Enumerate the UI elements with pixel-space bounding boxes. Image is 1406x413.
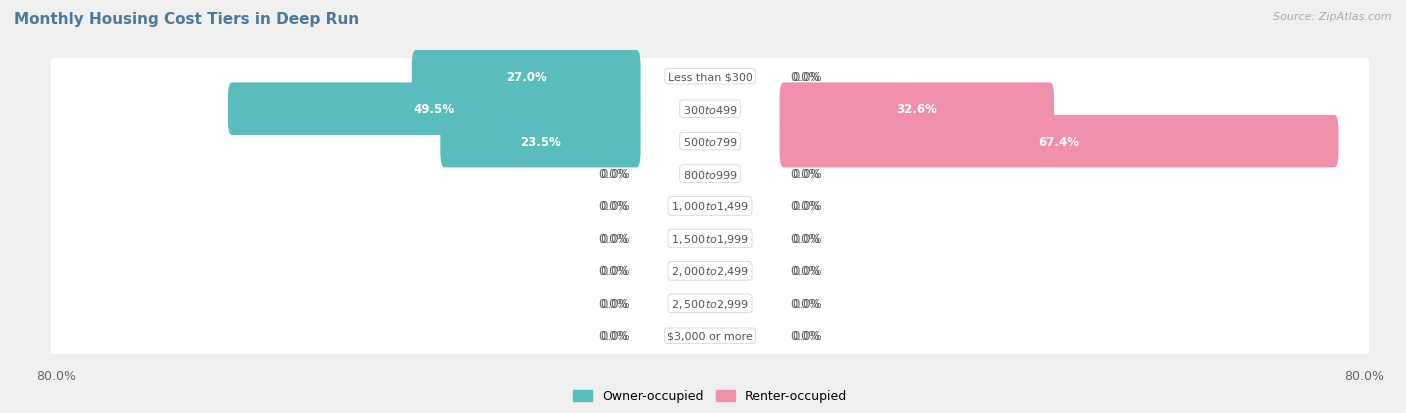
Text: 27.0%: 27.0% [506, 71, 547, 83]
Text: 0.0%: 0.0% [792, 168, 821, 180]
FancyBboxPatch shape [51, 253, 1369, 290]
Text: 0.0%: 0.0% [599, 330, 628, 342]
Text: 0.0%: 0.0% [600, 265, 630, 278]
Legend: Owner-occupied, Renter-occupied: Owner-occupied, Renter-occupied [568, 385, 852, 408]
FancyBboxPatch shape [51, 285, 1369, 322]
FancyBboxPatch shape [412, 51, 641, 103]
Text: 0.0%: 0.0% [599, 265, 628, 278]
FancyBboxPatch shape [51, 123, 1369, 160]
Text: 0.0%: 0.0% [790, 330, 820, 342]
Text: 0.0%: 0.0% [599, 168, 628, 180]
Text: $300 to $499: $300 to $499 [682, 103, 738, 115]
FancyBboxPatch shape [779, 83, 1054, 135]
Text: 0.0%: 0.0% [600, 233, 630, 245]
Text: $800 to $999: $800 to $999 [682, 168, 738, 180]
Text: 0.0%: 0.0% [792, 265, 821, 278]
FancyBboxPatch shape [51, 91, 1369, 128]
FancyBboxPatch shape [51, 156, 1369, 192]
Text: 0.0%: 0.0% [600, 168, 630, 180]
Text: $2,000 to $2,499: $2,000 to $2,499 [671, 265, 749, 278]
Text: $3,000 or more: $3,000 or more [668, 331, 752, 341]
Text: 0.0%: 0.0% [790, 297, 820, 310]
Text: 0.0%: 0.0% [600, 200, 630, 213]
FancyBboxPatch shape [51, 221, 1369, 257]
Text: 0.0%: 0.0% [790, 233, 820, 245]
Text: Less than $300: Less than $300 [668, 72, 752, 82]
Text: $1,500 to $1,999: $1,500 to $1,999 [671, 233, 749, 245]
Text: Source: ZipAtlas.com: Source: ZipAtlas.com [1274, 12, 1392, 22]
Text: 0.0%: 0.0% [792, 297, 821, 310]
Text: $1,000 to $1,499: $1,000 to $1,499 [671, 200, 749, 213]
FancyBboxPatch shape [779, 116, 1339, 168]
Text: 0.0%: 0.0% [599, 200, 628, 213]
FancyBboxPatch shape [440, 116, 641, 168]
Text: 0.0%: 0.0% [600, 330, 630, 342]
Text: 0.0%: 0.0% [599, 297, 628, 310]
FancyBboxPatch shape [51, 59, 1369, 95]
Text: $2,500 to $2,999: $2,500 to $2,999 [671, 297, 749, 310]
Text: 0.0%: 0.0% [790, 265, 820, 278]
Text: 0.0%: 0.0% [790, 71, 820, 83]
FancyBboxPatch shape [228, 83, 641, 135]
Text: 0.0%: 0.0% [792, 233, 821, 245]
FancyBboxPatch shape [51, 318, 1369, 354]
Text: 0.0%: 0.0% [790, 168, 820, 180]
Text: Monthly Housing Cost Tiers in Deep Run: Monthly Housing Cost Tiers in Deep Run [14, 12, 359, 27]
FancyBboxPatch shape [51, 188, 1369, 225]
Text: 0.0%: 0.0% [600, 297, 630, 310]
Text: 49.5%: 49.5% [413, 103, 454, 116]
Text: 0.0%: 0.0% [790, 200, 820, 213]
Text: 0.0%: 0.0% [792, 71, 821, 83]
Text: 0.0%: 0.0% [599, 233, 628, 245]
Text: 0.0%: 0.0% [792, 200, 821, 213]
Text: 67.4%: 67.4% [1039, 135, 1080, 148]
Text: 0.0%: 0.0% [792, 330, 821, 342]
Text: 23.5%: 23.5% [520, 135, 561, 148]
Text: 32.6%: 32.6% [897, 103, 938, 116]
Text: $500 to $799: $500 to $799 [682, 136, 738, 148]
